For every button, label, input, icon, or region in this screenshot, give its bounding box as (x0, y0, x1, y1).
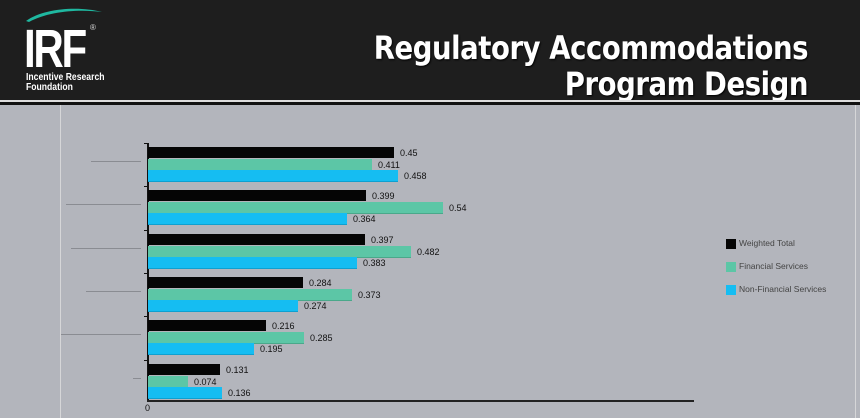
registered-mark: ® (90, 23, 96, 32)
bar-weighted-total (148, 190, 366, 201)
value-label: 0.399 (372, 191, 395, 201)
value-label: 0.383 (363, 258, 386, 268)
x-tick-label: 0 (145, 403, 151, 413)
page-title: Regulatory Accommodations Program Design (373, 29, 809, 103)
value-label: 0.284 (309, 278, 332, 288)
category-label (86, 291, 141, 292)
category-label (91, 161, 141, 162)
logo-mark: IRF (24, 19, 87, 79)
value-label: 0.45 (400, 148, 418, 158)
irf-logo: IRF ® Incentive Research Foundation (24, 6, 104, 96)
value-label: 0.482 (417, 246, 440, 257)
bar-non-financial-services (148, 213, 347, 225)
value-label: 0.285 (310, 332, 333, 343)
bar-financial-services (148, 288, 352, 301)
value-label: 0.411 (378, 159, 400, 170)
bar-non-financial-services (148, 387, 222, 399)
bar-weighted-total (148, 277, 303, 288)
header-divider-dark (0, 102, 860, 105)
bar-weighted-total (148, 234, 365, 245)
bar-weighted-total (148, 320, 266, 331)
value-label: 0.364 (353, 214, 376, 224)
category-label (133, 378, 141, 379)
x-axis (147, 400, 694, 402)
bar-financial-services (148, 375, 188, 388)
legend-swatch (726, 262, 736, 272)
legend-label: Non-Financial Services (739, 284, 827, 294)
swoosh-icon (26, 8, 102, 22)
bar-weighted-total (148, 147, 394, 158)
header-divider (0, 100, 860, 102)
bar-non-financial-services (148, 343, 254, 355)
bar-financial-services (148, 245, 411, 258)
bar-financial-services (148, 158, 372, 171)
bar-financial-services (148, 201, 443, 214)
legend-swatch (726, 285, 736, 295)
value-label: 0.458 (404, 171, 427, 181)
bar-non-financial-services (148, 170, 398, 182)
legend-item-financial-services: Financial Services (726, 261, 860, 273)
value-label: 0.131 (226, 365, 249, 375)
legend-swatch (726, 239, 736, 249)
value-label: 0.136 (228, 388, 251, 398)
y-axis-tick (144, 186, 148, 187)
y-axis (147, 143, 149, 402)
y-axis-tick (144, 143, 148, 144)
legend-label: Financial Services (739, 261, 808, 271)
bar-financial-services (148, 331, 304, 344)
y-axis-tick (144, 273, 148, 274)
category-label (71, 248, 141, 249)
value-label: 0.54 (449, 202, 467, 213)
value-label: 0.397 (371, 235, 394, 245)
legend-item-non-financial-services: Non-Financial Services (726, 284, 860, 296)
title-line2: Program Design (564, 65, 809, 103)
value-label: 0.274 (304, 301, 327, 311)
logo-line1: Incentive Research (26, 71, 105, 83)
panel-border-right (855, 105, 856, 418)
header-bar: IRF ® Incentive Research Foundation Regu… (0, 0, 860, 103)
bar-weighted-total (148, 364, 220, 375)
legend-label: Weighted Total (739, 238, 795, 248)
logo-subtitle: Incentive Research Foundation (26, 71, 105, 93)
y-axis-tick (144, 316, 148, 317)
y-axis-tick (144, 360, 148, 361)
value-label: 0.074 (194, 376, 217, 387)
bar-non-financial-services (148, 300, 298, 312)
category-label (61, 334, 141, 335)
logo-line2: Foundation (26, 81, 73, 93)
value-label: 0.195 (260, 344, 283, 354)
value-label: 0.216 (272, 321, 295, 331)
value-label: 0.373 (358, 289, 381, 300)
title-line1: Regulatory Accommodations (373, 29, 809, 67)
bar-non-financial-services (148, 257, 357, 269)
category-label (66, 204, 141, 205)
legend-item-weighted-total: Weighted Total (726, 238, 860, 250)
y-axis-tick (144, 230, 148, 231)
